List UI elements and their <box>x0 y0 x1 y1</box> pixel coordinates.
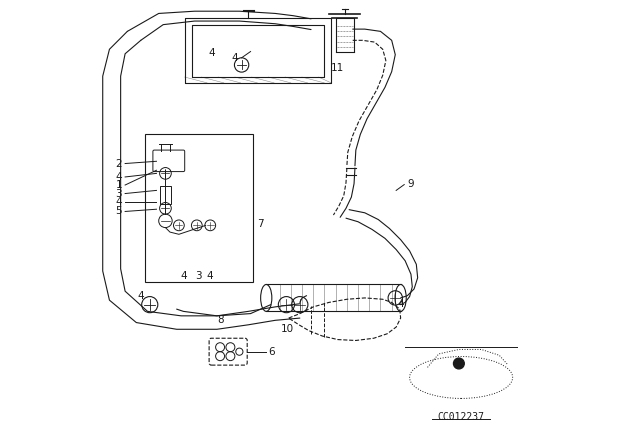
Circle shape <box>454 358 464 369</box>
Text: 4: 4 <box>207 271 214 281</box>
Text: 4: 4 <box>397 299 404 309</box>
Text: 7: 7 <box>257 219 264 229</box>
Text: 10: 10 <box>281 324 294 334</box>
Text: 1: 1 <box>115 180 122 190</box>
Text: 4: 4 <box>208 48 215 58</box>
Bar <box>159 186 172 204</box>
Text: 3: 3 <box>115 189 122 198</box>
Text: 4: 4 <box>180 271 187 281</box>
Text: 8: 8 <box>217 315 224 325</box>
Text: 6: 6 <box>269 347 275 357</box>
Text: 4: 4 <box>115 198 122 207</box>
Text: 11: 11 <box>330 63 344 73</box>
Text: 9: 9 <box>407 179 414 189</box>
Text: CC012237: CC012237 <box>438 412 484 422</box>
Text: 3: 3 <box>195 271 202 281</box>
Text: 2: 2 <box>115 159 122 168</box>
Bar <box>145 134 253 282</box>
Text: 5: 5 <box>115 207 122 216</box>
Text: 4: 4 <box>232 53 238 63</box>
Text: 4: 4 <box>138 291 144 301</box>
Text: 4: 4 <box>115 172 122 182</box>
